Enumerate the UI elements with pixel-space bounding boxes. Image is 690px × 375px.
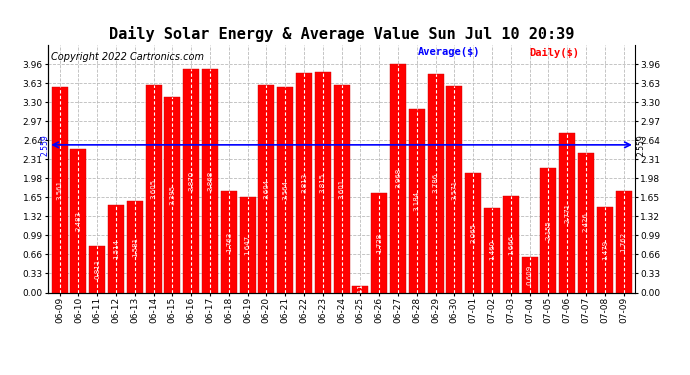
Text: Copyright 2022 Cartronics.com: Copyright 2022 Cartronics.com xyxy=(51,53,204,62)
Text: 2.771: 2.771 xyxy=(564,202,570,223)
Bar xyxy=(446,87,462,292)
Bar xyxy=(202,69,218,292)
Text: 2.559: 2.559 xyxy=(637,134,646,156)
Text: 3.786: 3.786 xyxy=(433,173,439,194)
Text: Average($): Average($) xyxy=(418,48,480,57)
Bar xyxy=(597,207,613,292)
Bar xyxy=(146,84,161,292)
Text: 1.647: 1.647 xyxy=(244,235,250,255)
Text: 0.609: 0.609 xyxy=(526,265,533,285)
Title: Daily Solar Energy & Average Value Sun Jul 10 20:39: Daily Solar Energy & Average Value Sun J… xyxy=(109,27,574,42)
Bar xyxy=(428,74,444,292)
Bar xyxy=(390,64,406,292)
Text: 1.763: 1.763 xyxy=(226,231,232,252)
Text: 3.813: 3.813 xyxy=(301,172,307,193)
Bar xyxy=(540,168,556,292)
Bar xyxy=(353,286,368,292)
Text: 3.605: 3.605 xyxy=(150,178,157,199)
Bar xyxy=(277,87,293,292)
Text: 3.968: 3.968 xyxy=(395,168,401,188)
Text: 1.581: 1.581 xyxy=(132,237,138,257)
Text: 2.559: 2.559 xyxy=(41,134,50,156)
Text: 1.514: 1.514 xyxy=(113,239,119,259)
Bar xyxy=(465,173,481,292)
Text: 2.065: 2.065 xyxy=(470,223,476,243)
Text: 3.561: 3.561 xyxy=(57,180,63,200)
Text: 3.870: 3.870 xyxy=(188,171,194,191)
Text: 3.571: 3.571 xyxy=(451,179,457,200)
Bar xyxy=(296,72,312,292)
Text: 0.114: 0.114 xyxy=(357,279,364,299)
Text: 1.728: 1.728 xyxy=(376,232,382,253)
Text: 3.815: 3.815 xyxy=(319,172,326,192)
Bar xyxy=(239,198,255,292)
Text: 1.460: 1.460 xyxy=(489,240,495,261)
Text: 2.426: 2.426 xyxy=(583,213,589,232)
Text: 0.811: 0.811 xyxy=(94,259,100,279)
Bar xyxy=(164,97,180,292)
Bar xyxy=(615,191,631,292)
Bar xyxy=(70,149,86,292)
Bar xyxy=(258,85,275,292)
Bar xyxy=(127,201,143,292)
Bar xyxy=(559,133,575,292)
Text: 3.601: 3.601 xyxy=(339,178,344,199)
Text: 2.155: 2.155 xyxy=(545,220,551,240)
Bar xyxy=(578,153,594,292)
Bar xyxy=(89,246,105,292)
Bar xyxy=(183,69,199,292)
Text: 3.395: 3.395 xyxy=(169,184,175,205)
Bar xyxy=(484,208,500,292)
Text: 1.479: 1.479 xyxy=(602,240,608,260)
Bar xyxy=(522,257,538,292)
Text: 3.868: 3.868 xyxy=(207,171,213,191)
Bar xyxy=(408,109,425,292)
Text: 1.762: 1.762 xyxy=(620,232,627,252)
Text: 3.604: 3.604 xyxy=(264,178,269,199)
Text: 2.483: 2.483 xyxy=(75,211,81,231)
Bar xyxy=(221,191,237,292)
Bar xyxy=(371,193,387,292)
Text: 3.184: 3.184 xyxy=(414,190,420,211)
Bar xyxy=(315,72,331,292)
Bar xyxy=(52,87,68,292)
Bar xyxy=(333,85,350,292)
Text: Daily($): Daily($) xyxy=(529,48,579,57)
Bar xyxy=(108,205,124,292)
Text: 1.666: 1.666 xyxy=(508,234,514,255)
Text: 3.564: 3.564 xyxy=(282,180,288,200)
Bar xyxy=(503,196,519,292)
